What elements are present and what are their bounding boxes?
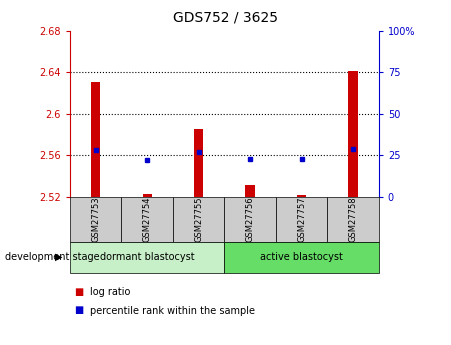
Text: GDS752 / 3625: GDS752 / 3625 (173, 10, 278, 24)
Text: percentile rank within the sample: percentile rank within the sample (90, 306, 255, 315)
Text: ▶: ▶ (55, 252, 62, 262)
Bar (224, 197, 276, 241)
Text: GSM27753: GSM27753 (91, 196, 100, 242)
Bar (327, 197, 379, 241)
Bar (91, 82, 100, 197)
Text: GSM27757: GSM27757 (297, 196, 306, 242)
Bar (194, 129, 203, 197)
Bar (224, 241, 379, 273)
Text: dormant blastocyst: dormant blastocyst (100, 252, 194, 262)
Bar (70, 197, 121, 241)
Bar (143, 194, 152, 197)
Text: GSM27756: GSM27756 (246, 196, 255, 242)
Bar (70, 241, 224, 273)
Bar (121, 197, 173, 241)
Text: active blastocyst: active blastocyst (260, 252, 343, 262)
Bar (349, 71, 358, 197)
Bar (173, 197, 224, 241)
Text: development stage: development stage (5, 252, 99, 262)
Text: GSM27754: GSM27754 (143, 196, 152, 242)
Text: GSM27755: GSM27755 (194, 196, 203, 242)
Bar (297, 195, 306, 197)
Text: ■: ■ (74, 306, 84, 315)
Bar (245, 185, 255, 197)
Text: ■: ■ (74, 287, 84, 296)
Text: GSM27758: GSM27758 (349, 196, 358, 242)
Text: log ratio: log ratio (90, 287, 131, 296)
Bar (276, 197, 327, 241)
